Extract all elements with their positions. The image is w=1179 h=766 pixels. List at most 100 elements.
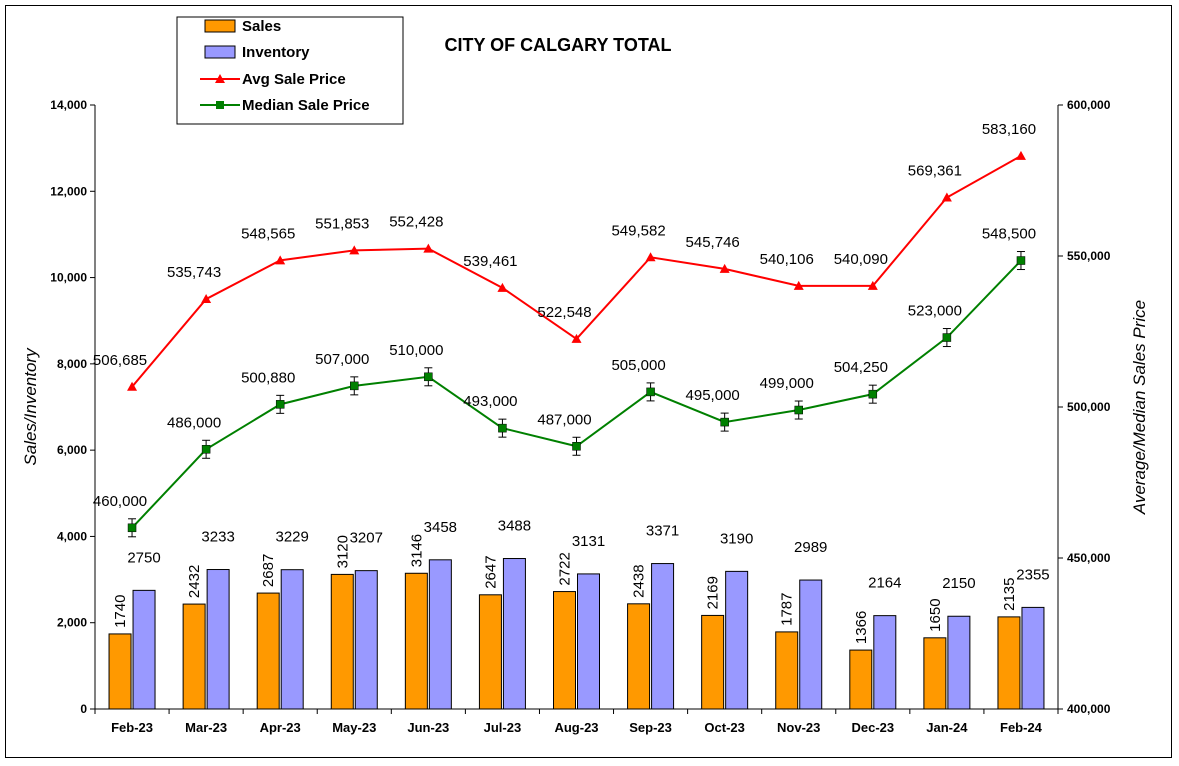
sales-data-label: 1366: [853, 611, 870, 644]
y2-axis-title: Average/Median Sales Price: [1130, 300, 1149, 515]
avg-price-marker: [127, 381, 138, 391]
median-price-marker: [1016, 256, 1026, 265]
x-tick-label: Jul-23: [484, 720, 522, 735]
median-price-marker: [942, 333, 952, 342]
x-tick-label: Aug-23: [554, 720, 598, 735]
median-price-label: 499,000: [760, 375, 814, 392]
legend-square-marker: [216, 101, 224, 109]
avg-price-label: 522,548: [537, 304, 591, 321]
x-tick-label: May-23: [332, 720, 376, 735]
y-tick-label: 14,000: [50, 98, 87, 112]
avg-price-marker: [571, 333, 582, 343]
sales-bar: [404, 572, 428, 710]
sales-bar: [108, 633, 132, 710]
y2-tick-label: 600,000: [1067, 98, 1111, 112]
inventory-bar: [280, 569, 304, 710]
sales-bar: [701, 614, 725, 710]
x-tick-label: Nov-23: [777, 720, 820, 735]
x-tick-label: Apr-23: [260, 720, 301, 735]
legend-triangle-marker: [215, 74, 225, 83]
y-tick-label: 12,000: [50, 184, 87, 198]
avg-price-label: 545,746: [686, 234, 740, 251]
inventory-data-label: 2989: [794, 539, 827, 556]
avg-price-label: 549,582: [611, 222, 665, 239]
sales-data-label: 2722: [557, 552, 574, 585]
inventory-data-label: 2164: [868, 575, 901, 592]
median-price-marker: [127, 523, 137, 533]
y-tick-label: 8,000: [57, 357, 87, 371]
legend-sales-swatch: [204, 19, 236, 33]
sales-bar: [775, 631, 799, 710]
sales-bar: [997, 616, 1021, 710]
median-price-label: 487,000: [537, 411, 591, 428]
inventory-data-label: 3488: [498, 518, 531, 535]
median-price-label: 500,880: [241, 369, 295, 386]
legend-box: [176, 16, 404, 125]
avg-price-marker: [941, 192, 952, 202]
inventory-data-label: 3190: [720, 530, 753, 547]
avg-price-marker: [423, 243, 434, 253]
sales-data-label: 3120: [334, 535, 351, 568]
x-tick-label: Feb-24: [1000, 720, 1043, 735]
avg-price-marker: [201, 294, 212, 304]
inventory-data-label: 3233: [201, 529, 234, 546]
inventory-data-label: 3458: [424, 519, 457, 536]
avg-price-marker: [349, 245, 360, 255]
sales-data-label: 1650: [927, 598, 944, 631]
y-tick-label: 10,000: [50, 271, 87, 285]
legend-label: Sales: [242, 18, 281, 35]
sales-data-label: 1787: [779, 593, 796, 626]
avg-price-marker: [719, 263, 730, 273]
avg-price-marker: [497, 282, 508, 292]
sales-bar: [627, 603, 651, 710]
y2-tick-label: 500,000: [1067, 400, 1111, 414]
sales-data-label: 2647: [482, 555, 499, 588]
sales-bar: [849, 649, 873, 710]
avg-price-marker: [867, 280, 878, 290]
median-price-label: 495,000: [686, 387, 740, 404]
avg-price-label: 540,106: [760, 251, 814, 268]
x-tick-label: Mar-23: [185, 720, 227, 735]
inventory-bar: [132, 589, 156, 710]
sales-data-label: 2169: [705, 576, 722, 609]
inventory-data-label: 2750: [127, 549, 160, 566]
x-tick-label: Jun-23: [407, 720, 449, 735]
sales-bar: [330, 573, 354, 710]
sales-bar: [923, 637, 947, 710]
sales-data-label: 1740: [112, 595, 129, 628]
avg-price-label: 506,685: [93, 352, 147, 369]
y-tick-label: 4,000: [57, 529, 87, 543]
sales-bar: [256, 592, 280, 710]
x-tick-label: Oct-23: [704, 720, 744, 735]
median-price-label: 486,000: [167, 414, 221, 431]
median-price-label: 507,000: [315, 351, 369, 368]
median-price-marker: [350, 381, 359, 391]
legend-label: Inventory: [242, 44, 310, 61]
avg-price-marker: [645, 252, 656, 262]
chart-title: CITY OF CALGARY TOTAL: [444, 35, 671, 55]
sales-data-label: 3146: [408, 534, 425, 567]
median-price-label: 493,000: [463, 393, 517, 410]
x-tick-label: Jan-24: [926, 720, 968, 735]
sales-bar: [478, 594, 502, 710]
sales-bar: [553, 591, 576, 710]
median-price-marker: [201, 445, 211, 454]
legend-label: Median Sale Price: [242, 97, 370, 114]
inventory-data-label: 3229: [276, 529, 309, 546]
sales-data-label: 2135: [1001, 578, 1018, 611]
inventory-data-label: 2355: [1016, 566, 1049, 583]
y2-tick-label: 400,000: [1067, 702, 1111, 716]
y-tick-label: 2,000: [57, 616, 87, 630]
legend: Sales Inventory Avg Sale Price Median Sale …: [176, 16, 404, 125]
sales-bar: [182, 603, 206, 710]
inventory-data-label: 2150: [942, 575, 975, 592]
avg-price-label: 539,461: [463, 253, 517, 270]
median-price-label: 510,000: [389, 342, 443, 359]
inventory-bar: [354, 570, 378, 710]
avg-price-marker: [275, 255, 286, 265]
inventory-bar: [206, 569, 230, 710]
median-price-marker: [646, 387, 655, 397]
median-price-line: [131, 259, 1022, 529]
inventory-bar: [577, 573, 600, 710]
